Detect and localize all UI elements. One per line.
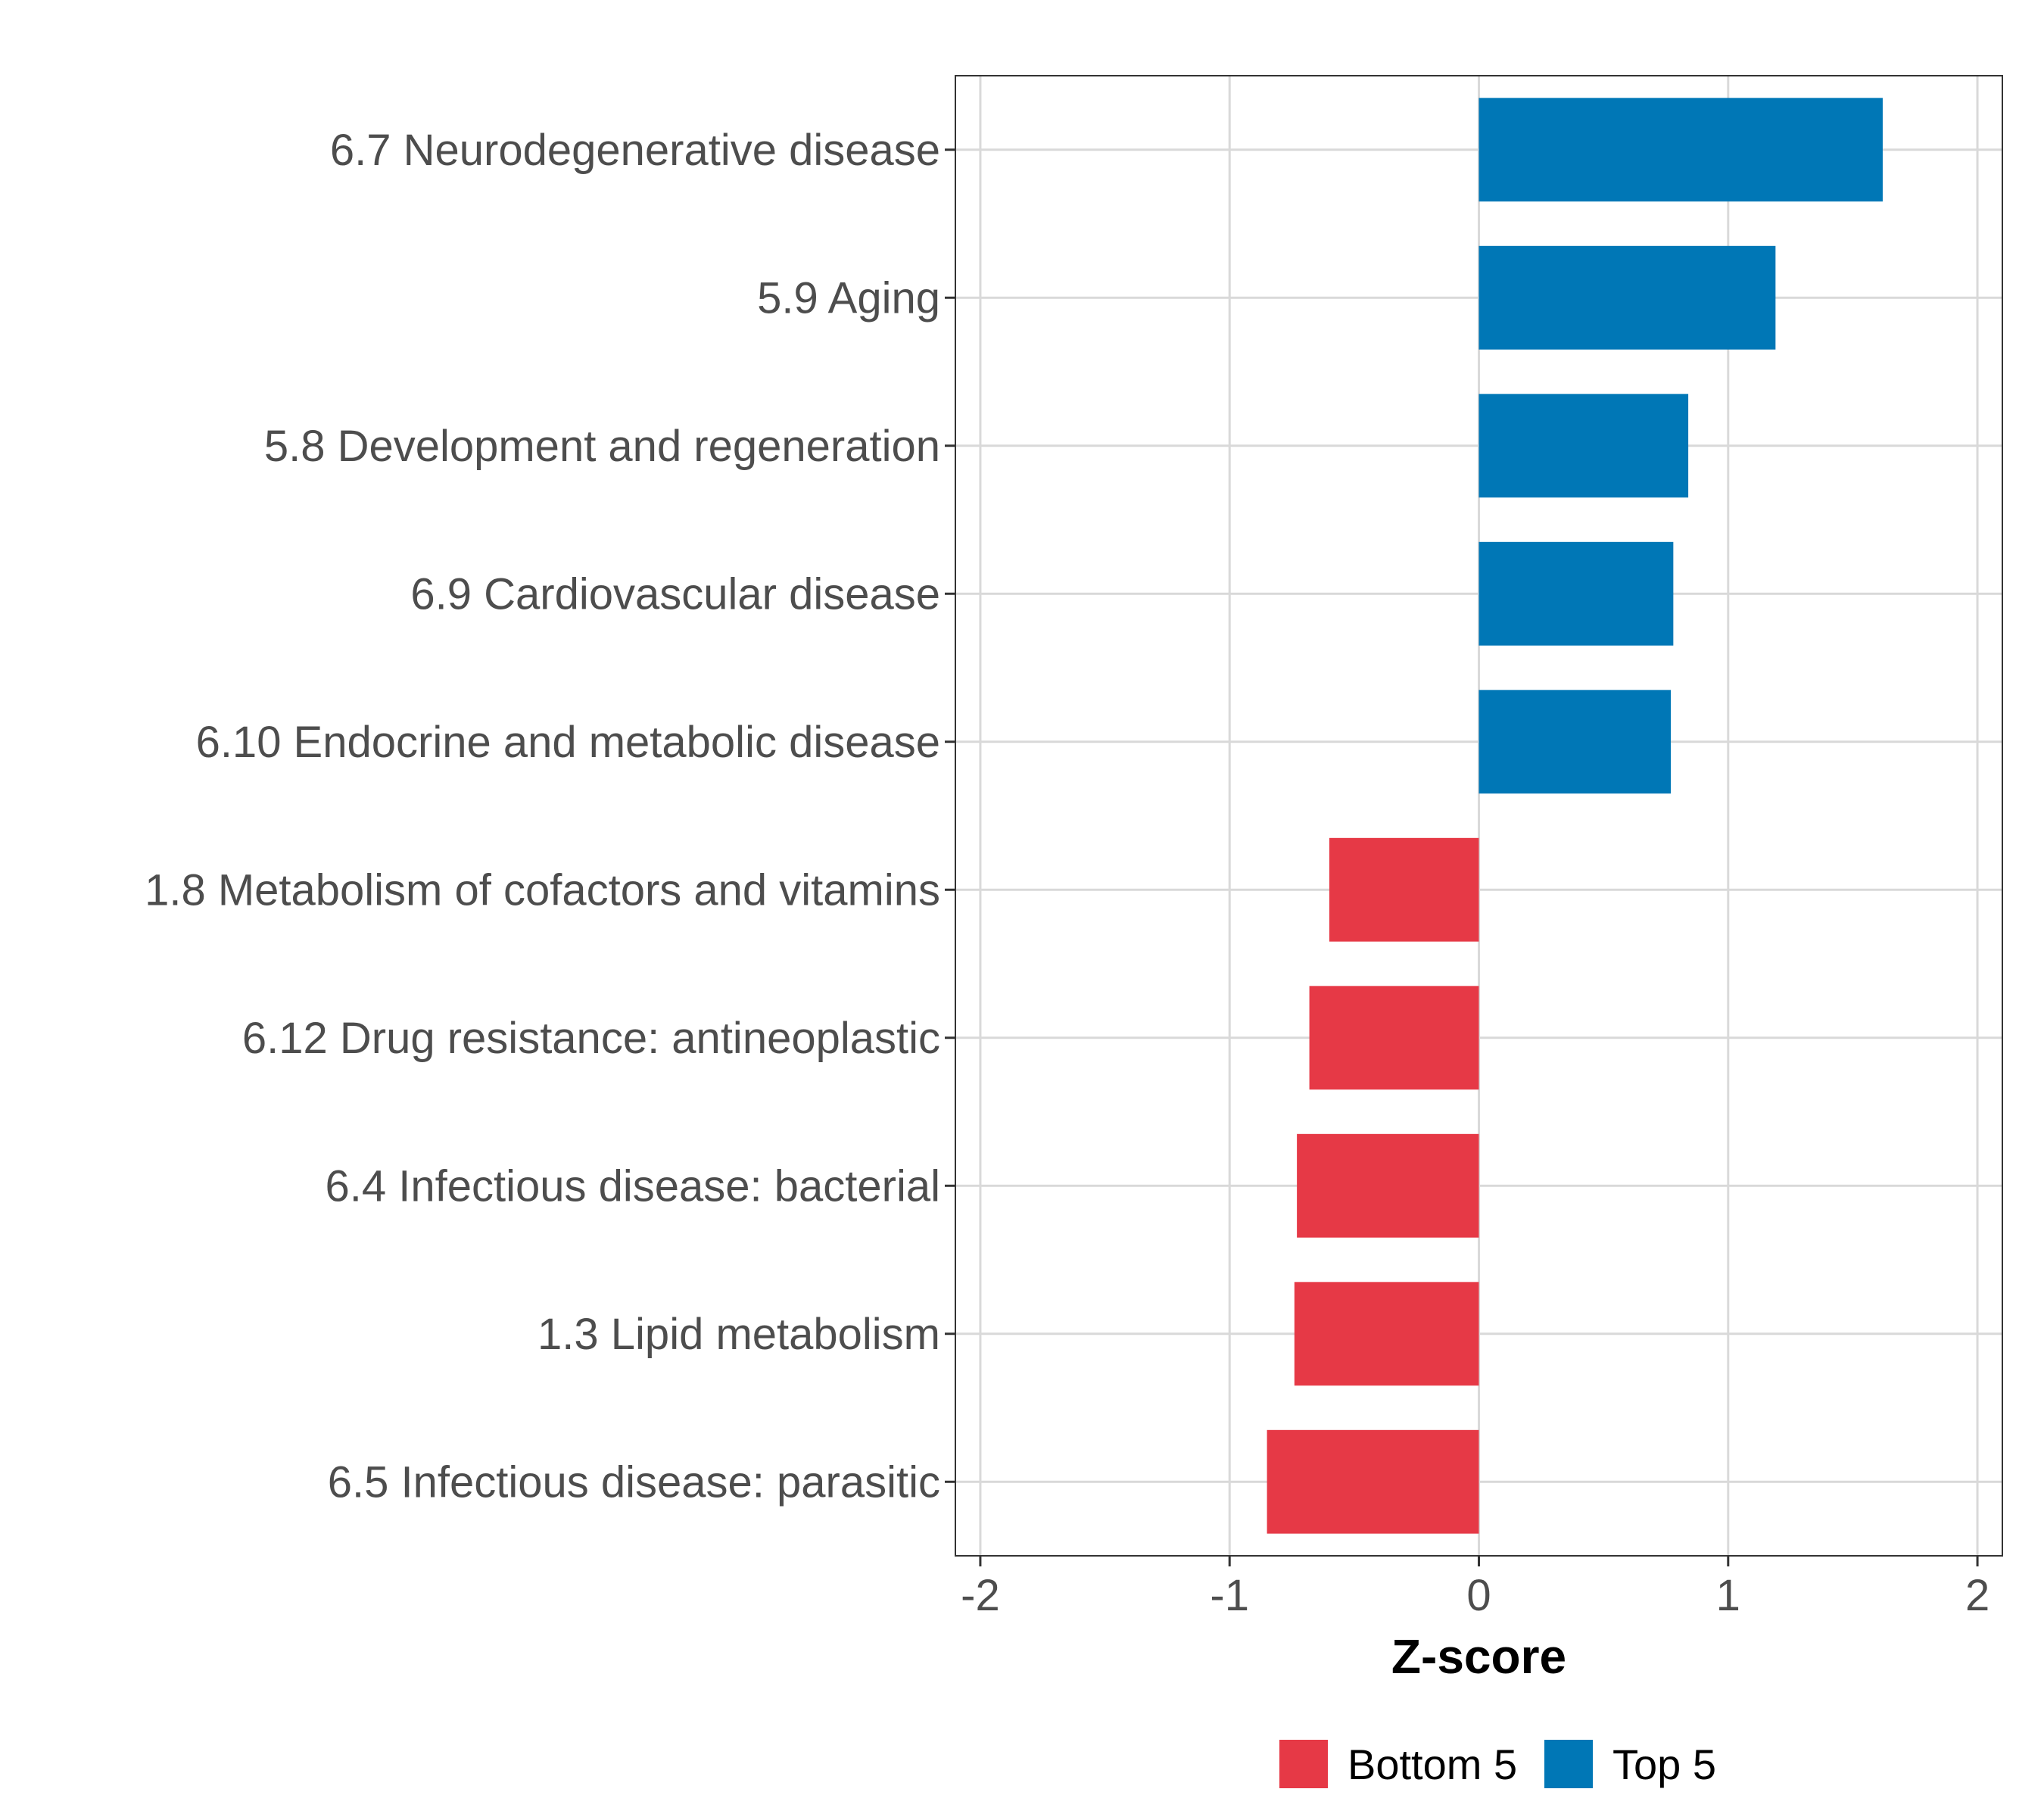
x-axis-title: Z-score <box>1391 1629 1566 1684</box>
bar <box>1478 690 1672 794</box>
bar <box>1478 394 1689 498</box>
category-label: 6.4 Infectious disease: bacterial <box>326 1161 940 1211</box>
x-tick-label: 2 <box>1965 1571 1989 1620</box>
bar <box>1297 1133 1479 1238</box>
category-label: 5.9 Aging <box>757 273 940 323</box>
category-label: 1.8 Metabolism of cofactors and vitamins <box>145 865 940 915</box>
y-axis: 6.7 Neurodegenerative disease 5.9 Aging 5.… <box>145 126 955 1507</box>
bar-layer <box>1267 98 1883 1534</box>
x-tick-label: 0 <box>1466 1571 1491 1620</box>
x-axis: -2 -1 0 1 2 <box>961 1556 1989 1620</box>
category-label: 1.3 Lipid metabolism <box>537 1310 940 1359</box>
category-label: 6.9 Cardiovascular disease <box>410 569 940 619</box>
category-label: 5.8 Development and regeneration <box>264 422 940 471</box>
legend-swatch <box>1279 1740 1328 1788</box>
bar <box>1478 245 1776 350</box>
bar <box>1267 1429 1479 1534</box>
legend: Bottom 5 Top 5 <box>1279 1740 1716 1788</box>
bar <box>1329 837 1479 942</box>
x-tick-label: 1 <box>1716 1571 1740 1620</box>
legend-swatch <box>1544 1740 1593 1788</box>
bar <box>1478 98 1883 202</box>
legend-label: Top 5 <box>1612 1741 1716 1788</box>
bar <box>1309 986 1479 1090</box>
category-label: 6.12 Drug resistance: antineoplastic <box>242 1014 940 1063</box>
category-label: 6.7 Neurodegenerative disease <box>330 126 940 175</box>
bar <box>1294 1282 1479 1386</box>
bar <box>1478 541 1674 646</box>
x-tick-label: -2 <box>961 1571 1000 1620</box>
x-tick-label: -1 <box>1210 1571 1249 1620</box>
category-label: 6.5 Infectious disease: parasitic <box>328 1457 940 1507</box>
category-label: 6.10 Endocrine and metabolic disease <box>196 718 940 767</box>
legend-label: Bottom 5 <box>1348 1741 1517 1788</box>
